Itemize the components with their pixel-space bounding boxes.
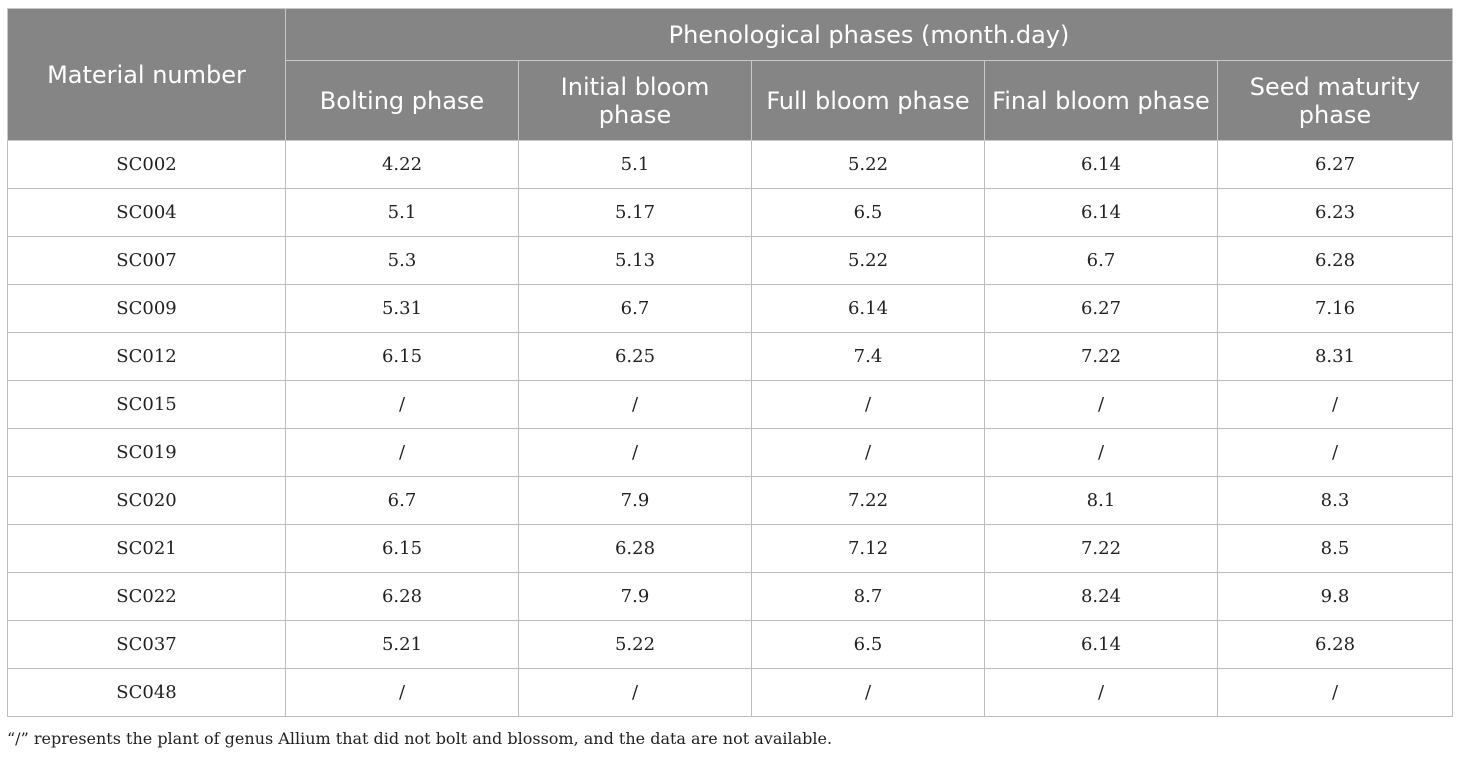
final-bloom-cell: 7.22 xyxy=(984,524,1218,573)
material-number-cell: SC004 xyxy=(7,188,286,237)
initial-bloom-cell: 5.17 xyxy=(518,188,752,237)
bolting-cell: 5.21 xyxy=(285,620,519,669)
material-number-cell: SC022 xyxy=(7,572,286,621)
full-bloom-cell: 6.5 xyxy=(751,188,985,237)
table-row: SC021 6.15 6.28 7.12 7.22 8.5 xyxy=(7,524,1453,573)
initial-bloom-cell: 7.9 xyxy=(518,572,752,621)
material-number-cell: SC020 xyxy=(7,476,286,525)
final-bloom-cell: 6.14 xyxy=(984,620,1218,669)
full-bloom-cell: 7.22 xyxy=(751,476,985,525)
full-bloom-cell: 6.5 xyxy=(751,620,985,669)
final-bloom-cell: / xyxy=(984,380,1218,429)
bolting-cell: / xyxy=(285,380,519,429)
material-number-cell: SC007 xyxy=(7,236,286,285)
seed-maturity-cell: 6.23 xyxy=(1217,188,1453,237)
full-bloom-cell: 6.14 xyxy=(751,284,985,333)
seed-maturity-cell: / xyxy=(1217,380,1453,429)
initial-bloom-cell: 5.13 xyxy=(518,236,752,285)
full-bloom-cell: 7.4 xyxy=(751,332,985,381)
row-header-material-number: Material number xyxy=(7,8,286,141)
initial-bloom-cell: 6.25 xyxy=(518,332,752,381)
initial-bloom-cell: 6.28 xyxy=(518,524,752,573)
material-number-cell: SC009 xyxy=(7,284,286,333)
bolting-cell: 5.1 xyxy=(285,188,519,237)
seed-maturity-cell: 9.8 xyxy=(1217,572,1453,621)
column-header-final-bloom: Final bloom phase xyxy=(984,60,1218,141)
table-row: SC012 6.15 6.25 7.4 7.22 8.31 xyxy=(7,332,1453,381)
table-row: SC037 5.21 5.22 6.5 6.14 6.28 xyxy=(7,620,1453,669)
seed-maturity-cell: 7.16 xyxy=(1217,284,1453,333)
full-bloom-cell: / xyxy=(751,668,985,717)
table-row: SC007 5.3 5.13 5.22 6.7 6.28 xyxy=(7,236,1453,285)
full-bloom-cell: 5.22 xyxy=(751,140,985,189)
group-header-phenological-phases: Phenological phases (month.day) xyxy=(285,8,1453,61)
bolting-cell: / xyxy=(285,428,519,477)
bolting-cell: 6.28 xyxy=(285,572,519,621)
initial-bloom-cell: 5.1 xyxy=(518,140,752,189)
table-row: SC020 6.7 7.9 7.22 8.1 8.3 xyxy=(7,476,1453,525)
bolting-cell: / xyxy=(285,668,519,717)
column-header-initial-bloom: Initial bloom phase xyxy=(518,60,752,141)
bolting-cell: 4.22 xyxy=(285,140,519,189)
column-header-seed-maturity: Seed maturity phase xyxy=(1217,60,1453,141)
final-bloom-cell: 6.7 xyxy=(984,236,1218,285)
table-row: SC009 5.31 6.7 6.14 6.27 7.16 xyxy=(7,284,1453,333)
seed-maturity-cell: / xyxy=(1217,428,1453,477)
seed-maturity-cell: 8.31 xyxy=(1217,332,1453,381)
table-row: SC019 / / / / / xyxy=(7,428,1453,477)
initial-bloom-cell: / xyxy=(518,668,752,717)
bolting-cell: 5.3 xyxy=(285,236,519,285)
full-bloom-cell: / xyxy=(751,428,985,477)
seed-maturity-cell: 6.28 xyxy=(1217,620,1453,669)
bolting-cell: 5.31 xyxy=(285,284,519,333)
column-header-bolting: Bolting phase xyxy=(285,60,519,141)
material-number-cell: SC048 xyxy=(7,668,286,717)
full-bloom-cell: 5.22 xyxy=(751,236,985,285)
full-bloom-cell: 7.12 xyxy=(751,524,985,573)
initial-bloom-cell: 6.7 xyxy=(518,284,752,333)
material-number-cell: SC019 xyxy=(7,428,286,477)
table-header: Material number Phenological phases (mon… xyxy=(7,8,1453,141)
bolting-cell: 6.15 xyxy=(285,524,519,573)
phenology-table-container: Material number Phenological phases (mon… xyxy=(7,8,1453,717)
bolting-cell: 6.7 xyxy=(285,476,519,525)
column-header-full-bloom: Full bloom phase xyxy=(751,60,985,141)
full-bloom-cell: 8.7 xyxy=(751,572,985,621)
material-number-cell: SC037 xyxy=(7,620,286,669)
initial-bloom-cell: 7.9 xyxy=(518,476,752,525)
phenology-table: Material number Phenological phases (mon… xyxy=(7,8,1453,717)
table-footnote: “/” represents the plant of genus Allium… xyxy=(7,729,833,748)
final-bloom-cell: / xyxy=(984,428,1218,477)
initial-bloom-cell: / xyxy=(518,380,752,429)
final-bloom-cell: 7.22 xyxy=(984,332,1218,381)
final-bloom-cell: 6.14 xyxy=(984,140,1218,189)
initial-bloom-cell: / xyxy=(518,428,752,477)
table-row: SC004 5.1 5.17 6.5 6.14 6.23 xyxy=(7,188,1453,237)
seed-maturity-cell: 6.28 xyxy=(1217,236,1453,285)
material-number-cell: SC015 xyxy=(7,380,286,429)
material-number-cell: SC012 xyxy=(7,332,286,381)
table-row: SC022 6.28 7.9 8.7 8.24 9.8 xyxy=(7,572,1453,621)
final-bloom-cell: 8.1 xyxy=(984,476,1218,525)
table-row: SC048 / / / / / xyxy=(7,668,1453,717)
material-number-cell: SC002 xyxy=(7,140,286,189)
initial-bloom-cell: 5.22 xyxy=(518,620,752,669)
table-row: SC015 / / / / / xyxy=(7,380,1453,429)
material-number-cell: SC021 xyxy=(7,524,286,573)
final-bloom-cell: / xyxy=(984,668,1218,717)
seed-maturity-cell: / xyxy=(1217,668,1453,717)
table-body: SC002 4.22 5.1 5.22 6.14 6.27 SC004 5.1 … xyxy=(7,140,1453,717)
full-bloom-cell: / xyxy=(751,380,985,429)
final-bloom-cell: 6.14 xyxy=(984,188,1218,237)
final-bloom-cell: 6.27 xyxy=(984,284,1218,333)
table-row: SC002 4.22 5.1 5.22 6.14 6.27 xyxy=(7,140,1453,189)
final-bloom-cell: 8.24 xyxy=(984,572,1218,621)
seed-maturity-cell: 8.3 xyxy=(1217,476,1453,525)
seed-maturity-cell: 6.27 xyxy=(1217,140,1453,189)
bolting-cell: 6.15 xyxy=(285,332,519,381)
seed-maturity-cell: 8.5 xyxy=(1217,524,1453,573)
